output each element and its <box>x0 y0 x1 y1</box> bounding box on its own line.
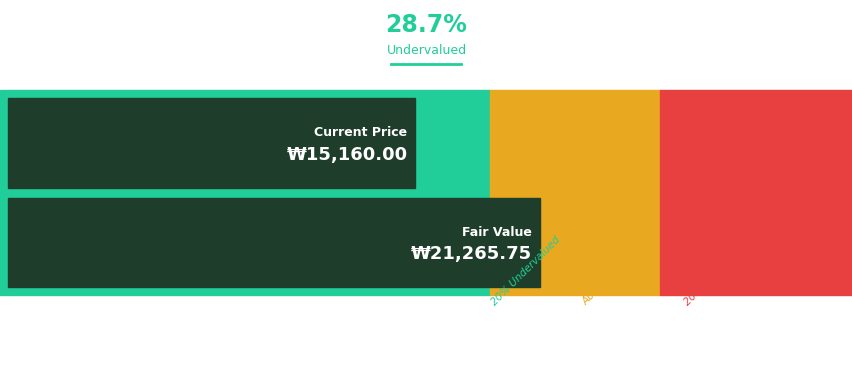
Text: 28.7%: 28.7% <box>385 13 467 37</box>
Text: Fair Value: Fair Value <box>462 226 532 239</box>
Text: 20% Undervalued: 20% Undervalued <box>489 234 561 307</box>
Text: About Right: About Right <box>579 256 630 307</box>
Bar <box>8 98 415 187</box>
Text: ₩21,265.75: ₩21,265.75 <box>411 245 532 263</box>
Bar <box>8 198 539 287</box>
Text: ₩15,160.00: ₩15,160.00 <box>286 146 407 164</box>
Text: 20% Overvalued: 20% Overvalued <box>682 239 750 307</box>
Bar <box>489 90 659 295</box>
Text: Undervalued: Undervalued <box>386 43 466 57</box>
Bar <box>659 90 852 295</box>
Text: Current Price: Current Price <box>314 126 407 139</box>
Bar <box>0 90 489 295</box>
